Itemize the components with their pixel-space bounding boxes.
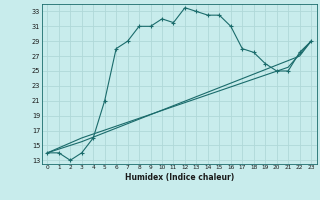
X-axis label: Humidex (Indice chaleur): Humidex (Indice chaleur): [124, 173, 234, 182]
